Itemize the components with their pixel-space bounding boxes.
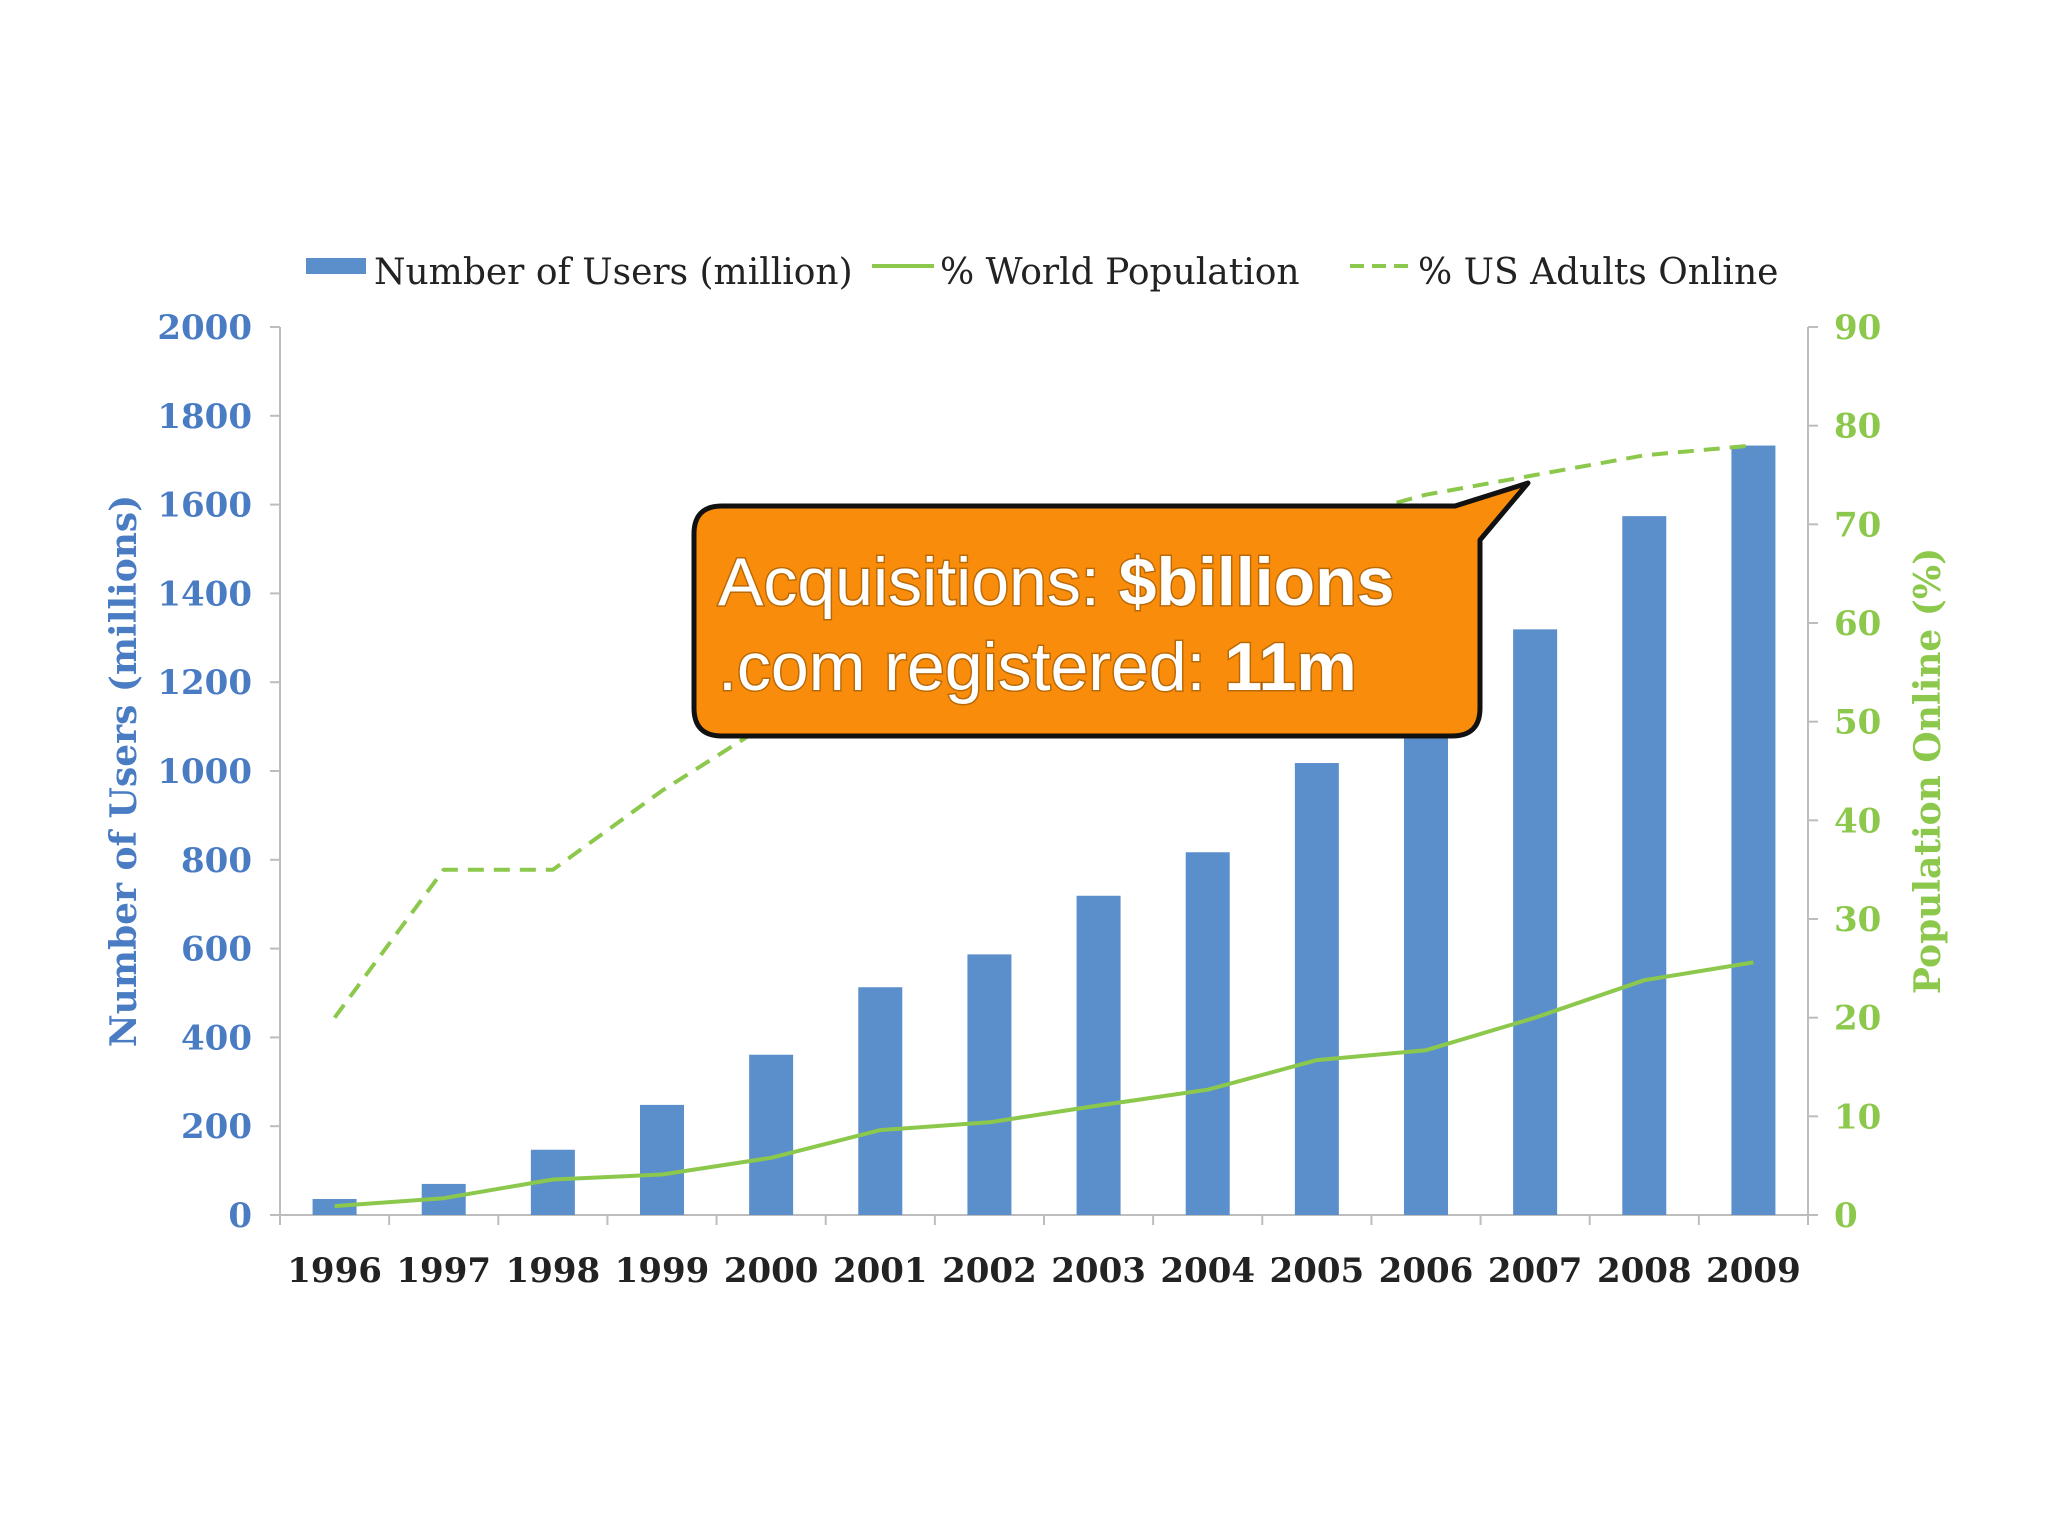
callout-registered-value: 11m	[1224, 629, 1356, 705]
left-tick-label: 1200	[157, 663, 252, 703]
callout-registered-label: .com registered:	[718, 629, 1224, 705]
callout-line-2: .com registered: 11m	[718, 629, 1357, 705]
bar-2002	[967, 954, 1012, 1215]
us-adults-online-line	[332, 443, 1754, 1019]
bar-2006	[1404, 729, 1448, 1215]
x-tick-label: 2004	[1160, 1251, 1255, 1291]
left-tick-label: 1000	[157, 752, 252, 792]
right-tick-label: 60	[1834, 604, 1881, 644]
line-series	[332, 443, 1754, 1209]
bar-2003	[1076, 895, 1121, 1215]
callout-shape	[691, 480, 1531, 739]
x-tick-label: 2002	[942, 1251, 1037, 1291]
x-tick-label: 2005	[1270, 1251, 1365, 1291]
world-population-line	[334, 960, 1754, 1209]
right-tick-label: 30	[1834, 900, 1881, 940]
callout-acquisitions-value: $billions	[1119, 544, 1395, 620]
bar-2008	[1622, 516, 1667, 1215]
x-tick-label: 1997	[396, 1251, 491, 1291]
x-tick-label: 1998	[506, 1251, 601, 1291]
x-tick-label: 2009	[1706, 1251, 1801, 1291]
bar-2007	[1513, 629, 1558, 1215]
right-axis-title: Population Online (%)	[1907, 548, 1949, 994]
left-tick-label: 600	[181, 930, 252, 970]
x-tick-label: 2001	[833, 1251, 928, 1291]
x-tick-label: 2003	[1051, 1251, 1146, 1291]
bar-2005	[1294, 763, 1339, 1215]
legend-swatch-users	[306, 258, 366, 274]
chart-legend: Number of Users (million) % World Populat…	[306, 252, 1778, 293]
bar-1999	[640, 1104, 684, 1215]
callout-acquisitions-label: Acquisitions:	[718, 544, 1119, 620]
right-tick-label: 20	[1834, 999, 1881, 1039]
legend-label-us-adults: % US Adults Online	[1418, 252, 1778, 293]
left-tick-label: 200	[181, 1107, 252, 1147]
right-tick-label: 50	[1834, 703, 1881, 743]
left-tick-label: 800	[181, 841, 252, 881]
bar-2009	[1731, 445, 1776, 1216]
x-tick-label: 2008	[1597, 1251, 1692, 1291]
left-axis-title: Number of Users (millions)	[103, 495, 145, 1047]
left-tick-label: 1800	[157, 397, 252, 437]
right-tick-label: 10	[1834, 1097, 1881, 1137]
bar-2004	[1185, 852, 1230, 1215]
right-tick-label: 0	[1834, 1196, 1858, 1236]
left-tick-label: 1600	[157, 486, 252, 526]
left-tick-label: 2000	[157, 308, 252, 348]
right-tick-label: 80	[1834, 407, 1881, 447]
right-tick-label: 70	[1834, 505, 1881, 545]
left-tick-label: 0	[228, 1196, 252, 1236]
bar-series	[312, 445, 1776, 1216]
callout-bubble: Acquisitions: $billions .com registered:…	[691, 480, 1531, 739]
legend-label-world: % World Population	[940, 252, 1300, 293]
bar-2001	[858, 987, 903, 1215]
x-tick-label: 1999	[615, 1251, 710, 1291]
x-tick-label: 2006	[1379, 1251, 1474, 1291]
x-tick-label: 2000	[724, 1251, 819, 1291]
bar-2000	[749, 1054, 794, 1215]
left-tick-label: 1400	[157, 574, 252, 614]
legend-label-users: Number of Users (million)	[374, 252, 853, 293]
right-tick-label: 90	[1834, 308, 1881, 348]
bar-1996	[312, 1199, 357, 1215]
left-tick-label: 400	[181, 1018, 252, 1058]
x-tick-label: 1996	[287, 1251, 382, 1291]
chart-axes: 0 200 400 600 800 1000 1200 1400 1600 1800 2000 0 10…	[103, 308, 1949, 1291]
x-tick-label: 2007	[1488, 1251, 1583, 1291]
callout-line-1: Acquisitions: $billions	[718, 544, 1394, 620]
right-tick-label: 40	[1834, 801, 1881, 841]
